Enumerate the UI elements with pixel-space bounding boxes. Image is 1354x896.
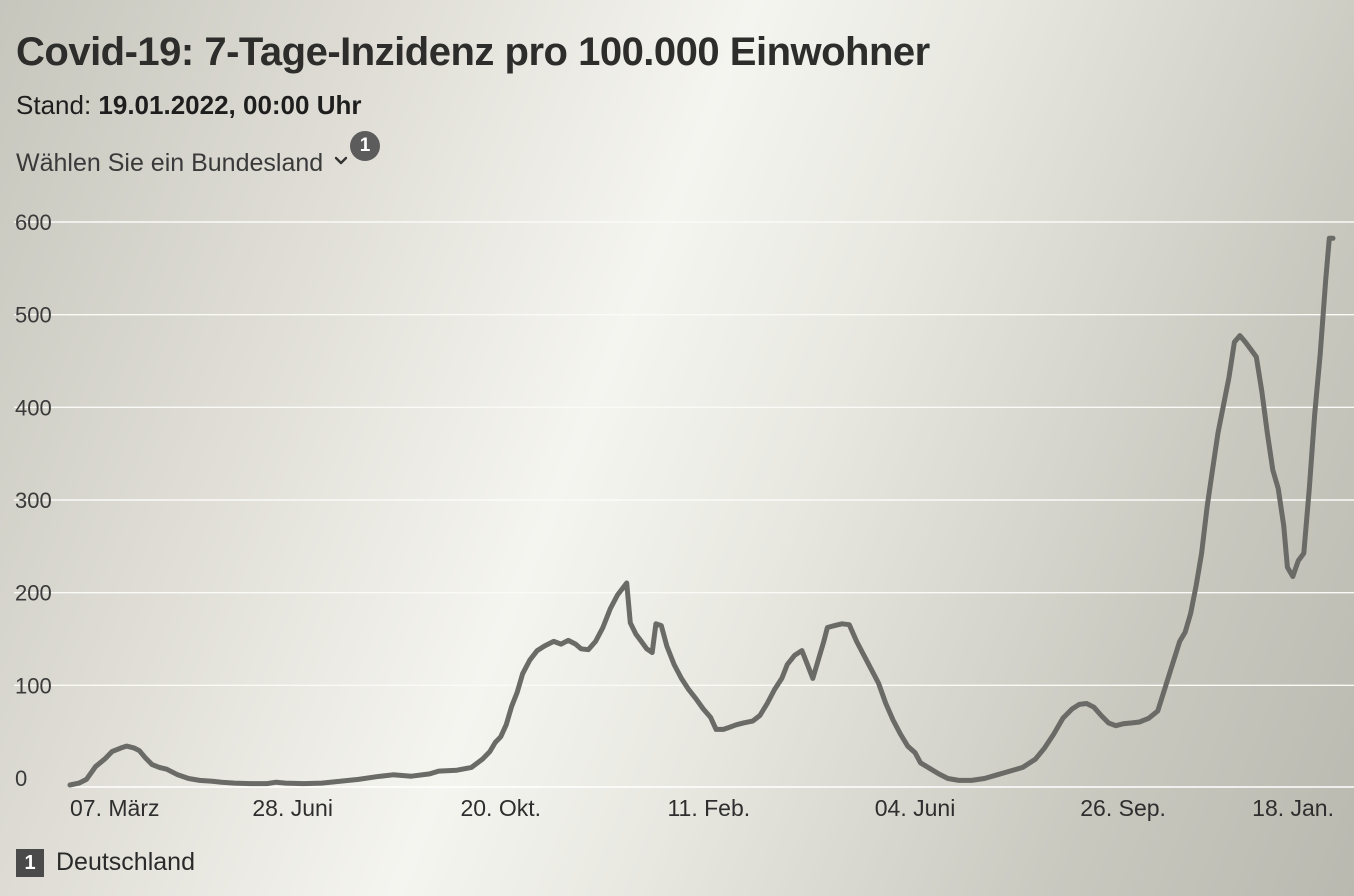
chevron-down-icon xyxy=(334,156,348,165)
x-axis-ticks: 07. März 28. Juni 20. Okt. 11. Feb. 04. Juni… xyxy=(70,795,1334,821)
bundesland-dropdown-label: Wählen Sie ein Bundesland xyxy=(16,148,324,177)
y-tick-label: 400 xyxy=(15,395,52,420)
x-tick-label: 18. Jan. xyxy=(1252,795,1334,821)
x-tick-label: 07. März xyxy=(70,795,159,821)
y-tick-label: 600 xyxy=(15,210,52,235)
x-tick-label: 28. Juni xyxy=(252,795,333,821)
y-tick-label: 200 xyxy=(15,581,52,606)
footnote: 1 Deutschland xyxy=(16,848,195,877)
x-tick-label: 11. Feb. xyxy=(667,795,750,821)
y-axis-ticks: 0 100 200 300 400 500 600 xyxy=(15,210,52,791)
y-tick-label: 0 xyxy=(15,766,27,791)
x-tick-label: 20. Okt. xyxy=(460,795,541,821)
grid-lines xyxy=(14,221,1354,788)
y-tick-label: 500 xyxy=(15,303,52,328)
line-chart: 0 100 200 300 400 500 600 07. März 28. Juni 20. … xyxy=(14,210,1354,821)
update-timestamp: Stand: 19.01.2022, 00:00 Uhr xyxy=(16,90,361,121)
footnote-text: Deutschland xyxy=(56,848,195,876)
stand-label: Stand: xyxy=(16,90,92,120)
footnote-number: 1 xyxy=(16,848,44,877)
chart-title: Covid-19: 7-Tage-Inzidenz pro 100.000 Ei… xyxy=(16,30,930,74)
stand-value: 19.01.2022, 00:00 Uhr xyxy=(98,90,362,120)
y-tick-label: 100 xyxy=(15,673,52,698)
x-tick-label: 26. Sep. xyxy=(1080,795,1166,821)
series-line-deutschland xyxy=(67,235,1336,788)
footnote-badge: 1 xyxy=(350,131,380,161)
x-tick-label: 04. Juni xyxy=(875,795,956,821)
series-layer xyxy=(67,235,1336,788)
bundesland-dropdown[interactable]: Wählen Sie ein Bundesland xyxy=(16,146,349,180)
y-tick-label: 300 xyxy=(15,488,52,513)
